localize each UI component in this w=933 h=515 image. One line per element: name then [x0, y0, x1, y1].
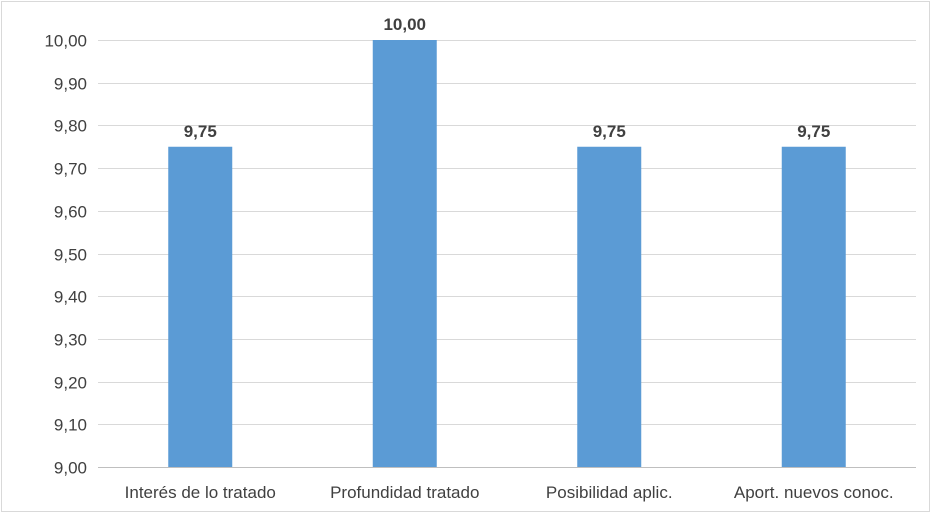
y-tick-label: 9,10 [54, 416, 87, 435]
y-tick-label: 10,00 [44, 32, 87, 51]
y-tick-label: 9,70 [54, 160, 87, 179]
y-tick-label: 9,60 [54, 203, 87, 222]
y-tick-label: 9,80 [54, 117, 87, 136]
data-labels: 9,75 10,00 9,75 9,75 [184, 15, 831, 141]
bar [781, 146, 846, 467]
gridlines [98, 40, 916, 425]
y-tick-label: 9,00 [54, 459, 87, 478]
y-axis-tick-labels: 9,00 9,10 9,20 9,30 9,40 9,50 9,60 9,70 9,80 9,90… [44, 32, 87, 478]
y-tick-label: 9,30 [54, 331, 87, 350]
y-tick-label: 9,40 [54, 288, 87, 307]
y-tick-label: 9,90 [54, 75, 87, 94]
data-label: 9,75 [593, 122, 626, 141]
x-category-label: Interés de lo tratado [125, 483, 276, 502]
bar [168, 146, 233, 467]
x-category-label: Posibilidad aplic. [546, 483, 673, 502]
bars [168, 40, 846, 467]
data-label: 9,75 [184, 122, 217, 141]
data-label: 9,75 [797, 122, 830, 141]
y-tick-label: 9,20 [54, 374, 87, 393]
data-label: 10,00 [383, 15, 426, 34]
bar [372, 40, 437, 467]
bar [577, 146, 642, 467]
x-axis-category-labels: Interés de lo tratado Profundidad tratado… [125, 483, 894, 502]
x-category-label: Aport. nuevos conoc. [734, 483, 894, 502]
x-category-label: Profundidad tratado [330, 483, 479, 502]
y-tick-label: 9,50 [54, 246, 87, 265]
